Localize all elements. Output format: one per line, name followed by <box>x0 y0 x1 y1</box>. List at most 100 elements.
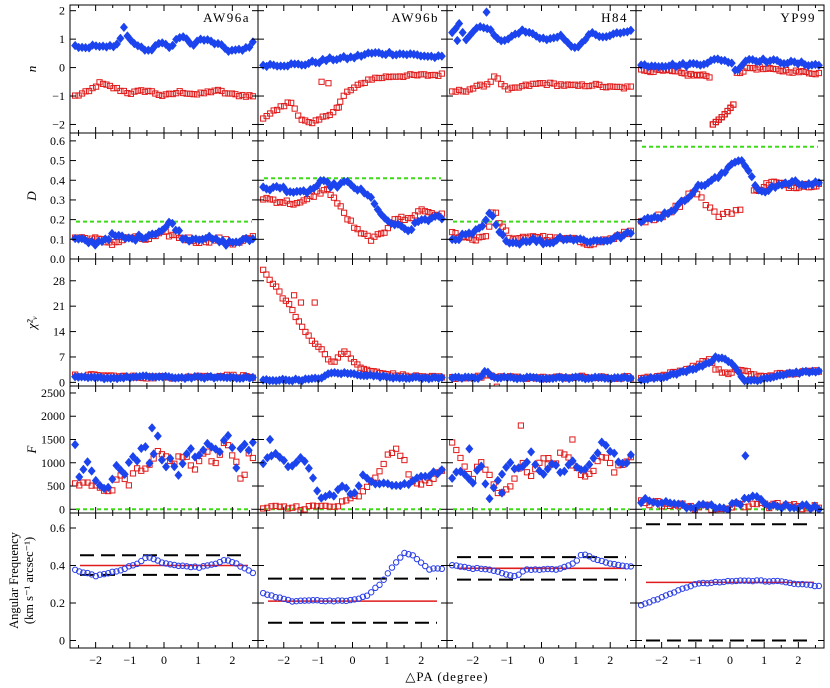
y-tick-label: 1500 <box>41 432 65 446</box>
diamond-marker <box>170 461 179 472</box>
square-marker <box>528 472 535 480</box>
circle-marker <box>326 597 333 604</box>
circle-marker <box>158 559 166 566</box>
square-marker <box>606 459 614 467</box>
diamond-marker <box>773 501 782 512</box>
square-marker <box>529 80 536 87</box>
square-marker <box>359 488 366 495</box>
square-marker <box>322 502 329 509</box>
square-marker <box>305 119 312 126</box>
square-marker <box>347 355 354 362</box>
circle-marker <box>167 561 174 568</box>
circle-marker <box>318 597 325 605</box>
panel-plot-area <box>637 450 823 513</box>
square-marker <box>571 81 578 88</box>
square-marker <box>305 503 312 510</box>
square-marker <box>319 113 326 120</box>
diamond-marker <box>454 234 463 245</box>
panel-omega-YP99 <box>635 512 825 649</box>
diamond-marker <box>626 228 635 239</box>
circle-marker <box>233 560 240 567</box>
circle-marker <box>737 577 744 584</box>
square-marker <box>187 90 194 97</box>
square-marker <box>557 449 564 456</box>
circle-marker <box>540 566 547 573</box>
diamond-marker <box>593 448 602 458</box>
square-marker <box>421 71 428 78</box>
square-marker <box>246 92 253 99</box>
diamond-marker <box>87 466 96 476</box>
square-marker <box>207 89 215 96</box>
diamond-marker <box>752 491 761 502</box>
square-marker <box>284 505 292 512</box>
square-marker <box>730 101 737 108</box>
circle-marker <box>782 579 790 586</box>
square-marker <box>769 65 777 73</box>
diamond-marker <box>741 450 750 461</box>
y-axis-label: D <box>24 191 39 202</box>
square-marker <box>266 196 273 203</box>
square-marker <box>232 91 239 98</box>
panel-plot-area <box>637 145 823 227</box>
diamond-marker <box>116 33 125 44</box>
circle-marker <box>712 578 719 586</box>
square-marker <box>812 71 819 78</box>
circle-marker <box>461 563 468 571</box>
square-marker <box>263 194 270 202</box>
square-marker <box>610 83 617 90</box>
square-marker <box>545 455 552 462</box>
diamond-marker <box>119 22 128 33</box>
circle-marker <box>384 570 392 577</box>
circle-marker <box>276 594 283 601</box>
panel-plot-area <box>637 54 823 128</box>
diamond-marker <box>120 469 129 480</box>
square-marker <box>311 299 318 306</box>
circle-marker <box>343 597 350 605</box>
diamond-marker <box>797 57 806 67</box>
square-marker <box>809 70 816 77</box>
square-marker <box>305 332 312 339</box>
y-tick-label: 0.6 <box>50 521 65 535</box>
square-marker <box>749 500 756 507</box>
diamond-marker <box>128 451 138 462</box>
square-marker <box>515 84 522 91</box>
circle-marker <box>301 597 308 604</box>
circle-marker <box>807 581 814 589</box>
circle-marker <box>289 598 296 605</box>
square-marker <box>411 212 418 219</box>
circle-marker <box>92 572 99 580</box>
square-marker <box>347 217 354 224</box>
square-marker <box>155 91 162 99</box>
y-tick-label: 0.1 <box>50 232 65 246</box>
square-marker <box>693 71 701 78</box>
circle-marker <box>666 590 674 597</box>
circle-marker <box>465 564 472 572</box>
square-marker <box>276 288 283 295</box>
square-marker <box>505 86 512 93</box>
square-marker <box>700 71 707 78</box>
square-marker <box>476 234 483 241</box>
circle-marker <box>80 569 87 576</box>
circle-marker <box>733 577 740 585</box>
diamond-marker <box>157 455 167 465</box>
square-marker <box>425 209 432 216</box>
circle-marker <box>129 562 137 569</box>
square-marker <box>335 104 342 111</box>
diamond-marker <box>244 445 253 456</box>
square-marker <box>169 231 176 238</box>
diamond-marker <box>668 59 677 69</box>
square-marker <box>517 422 524 429</box>
y-tick-label: −1 <box>52 89 65 103</box>
panel-n-H84 <box>446 4 637 134</box>
square-marker <box>270 107 277 114</box>
square-marker <box>320 187 327 194</box>
diamond-marker <box>727 58 736 68</box>
square-marker <box>703 72 710 80</box>
circle-marker <box>695 580 703 587</box>
diamond-marker <box>477 461 486 471</box>
circle-marker <box>724 577 732 585</box>
diamond-marker <box>168 218 177 229</box>
square-marker <box>568 81 575 89</box>
square-marker <box>743 64 750 71</box>
x-tick-label: 0 <box>539 653 545 667</box>
